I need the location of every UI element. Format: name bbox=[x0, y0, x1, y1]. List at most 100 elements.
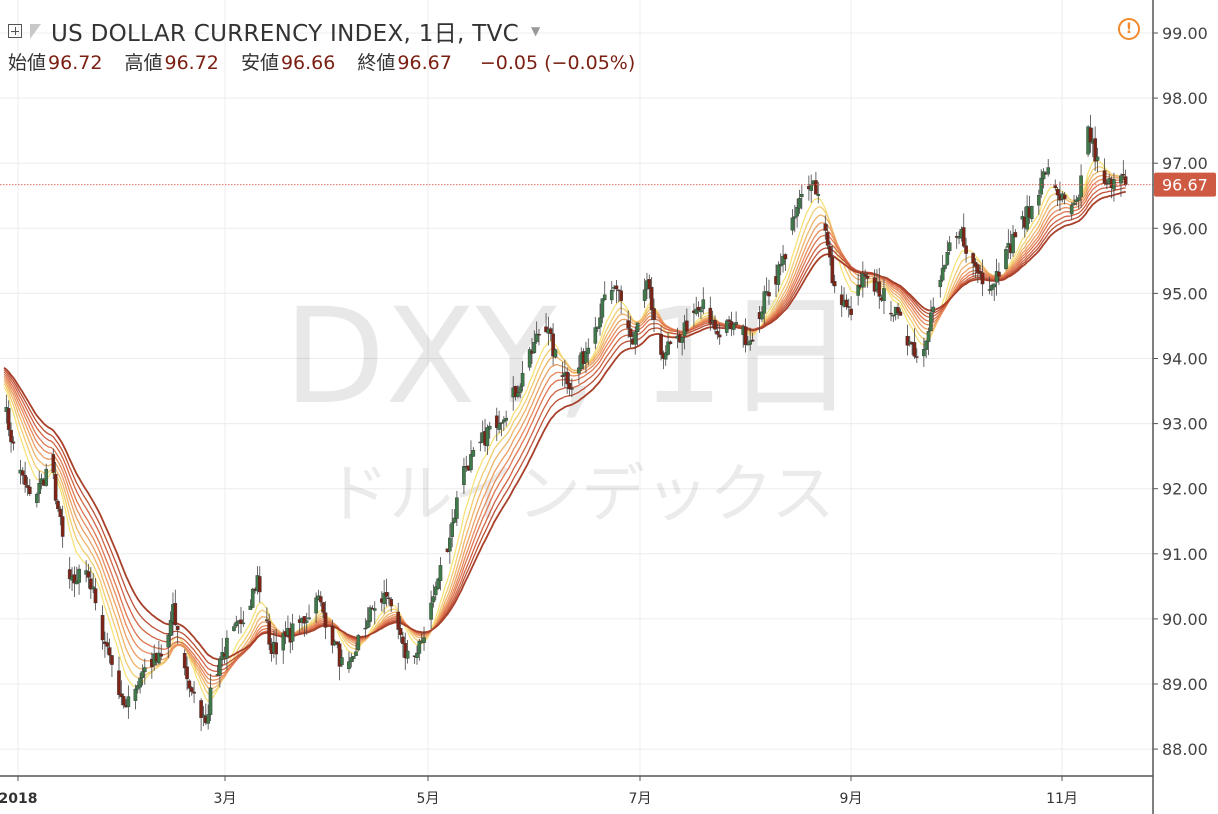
candle bbox=[173, 589, 178, 626]
candle bbox=[839, 285, 844, 317]
candle bbox=[1037, 189, 1041, 215]
candle bbox=[365, 607, 370, 629]
candle bbox=[23, 461, 27, 493]
candle bbox=[218, 656, 222, 688]
candle bbox=[382, 579, 386, 614]
candle bbox=[187, 679, 192, 698]
candle bbox=[250, 587, 255, 609]
x-tick-label: 3月 bbox=[214, 791, 237, 807]
candle bbox=[133, 684, 138, 710]
candle bbox=[614, 279, 619, 304]
candle bbox=[363, 618, 368, 639]
candle bbox=[809, 174, 814, 203]
flag-icon[interactable] bbox=[30, 23, 41, 39]
candle bbox=[1013, 229, 1018, 238]
legend-title-row: US DOLLAR CURRENCY INDEX, 1日, TVC ▼ bbox=[8, 14, 635, 48]
last-price-badge-bg bbox=[1154, 172, 1216, 197]
candle bbox=[274, 628, 279, 665]
candle bbox=[708, 296, 713, 331]
candle bbox=[354, 642, 358, 657]
candle bbox=[762, 285, 767, 325]
candle bbox=[642, 278, 647, 309]
candle bbox=[232, 623, 236, 632]
candle bbox=[778, 253, 783, 276]
time-axis[interactable]: 2018 3月 5月 7月 9月 11月 bbox=[0, 776, 1078, 807]
candle bbox=[856, 273, 860, 306]
y-tick-label: 96.00 bbox=[1162, 219, 1208, 238]
candle bbox=[35, 492, 39, 508]
chevron-down-icon[interactable]: ▼ bbox=[530, 24, 541, 38]
candle bbox=[450, 509, 454, 548]
candle bbox=[436, 577, 440, 591]
candle bbox=[433, 581, 438, 601]
y-tick-label: 94.00 bbox=[1162, 350, 1208, 369]
candle bbox=[980, 259, 985, 297]
candle bbox=[349, 653, 354, 668]
candle bbox=[527, 347, 532, 371]
candle bbox=[384, 578, 389, 607]
candle bbox=[140, 664, 145, 686]
candle bbox=[1123, 169, 1128, 187]
candle bbox=[138, 673, 142, 694]
candle bbox=[990, 283, 994, 296]
candle bbox=[743, 318, 748, 353]
candle bbox=[403, 632, 408, 670]
candle bbox=[699, 306, 703, 320]
candle bbox=[499, 422, 504, 437]
candle bbox=[56, 499, 60, 512]
ohlc-open: 始値 96.72 bbox=[8, 52, 103, 74]
candle bbox=[86, 563, 91, 589]
candle bbox=[347, 651, 351, 673]
candle bbox=[659, 326, 663, 361]
candle bbox=[1025, 195, 1029, 233]
candle bbox=[898, 308, 903, 316]
candle bbox=[652, 298, 656, 333]
candle bbox=[731, 322, 736, 336]
candle bbox=[257, 566, 262, 603]
warning-icon[interactable]: ! bbox=[1118, 18, 1140, 40]
expand-box-icon[interactable] bbox=[8, 24, 22, 38]
candle bbox=[560, 362, 565, 387]
candle bbox=[626, 310, 630, 338]
candle bbox=[846, 298, 851, 318]
candle bbox=[825, 224, 830, 250]
candle bbox=[882, 278, 886, 315]
candle bbox=[11, 436, 16, 451]
candle bbox=[281, 629, 286, 664]
candle bbox=[1041, 168, 1046, 189]
ohlc-change: −0.05 (−0.05%) bbox=[479, 52, 636, 74]
candle bbox=[1121, 160, 1126, 181]
candle bbox=[53, 462, 58, 505]
candle bbox=[828, 240, 832, 266]
candle bbox=[241, 610, 246, 628]
candle bbox=[595, 326, 600, 333]
symbol-title[interactable]: US DOLLAR CURRENCY INDEX, 1日, TVC bbox=[51, 21, 519, 47]
candle bbox=[518, 383, 523, 399]
x-tick-label: 7月 bbox=[629, 791, 652, 807]
candle bbox=[335, 641, 340, 649]
candle bbox=[192, 680, 196, 704]
candle bbox=[157, 640, 161, 665]
candle bbox=[199, 698, 203, 732]
candle bbox=[1112, 172, 1116, 202]
candle bbox=[954, 231, 959, 249]
candle bbox=[795, 198, 799, 228]
candle bbox=[401, 631, 405, 658]
candle bbox=[225, 630, 229, 671]
watermark-name: ドルインデックス bbox=[325, 458, 835, 532]
candle bbox=[964, 237, 968, 263]
candle bbox=[1072, 194, 1076, 206]
candle bbox=[863, 269, 867, 288]
candle bbox=[616, 289, 621, 303]
candle bbox=[290, 613, 295, 651]
candle bbox=[25, 476, 30, 496]
candle bbox=[915, 348, 919, 364]
candle bbox=[302, 616, 307, 637]
candle bbox=[701, 287, 706, 315]
candle bbox=[724, 319, 729, 336]
candle bbox=[135, 680, 140, 694]
candle bbox=[44, 463, 49, 487]
candle bbox=[922, 337, 926, 367]
price-axis[interactable]: 99.00 98.00 97.00 96.00 95.00 94.00 93.00 92.00… bbox=[1153, 24, 1208, 759]
